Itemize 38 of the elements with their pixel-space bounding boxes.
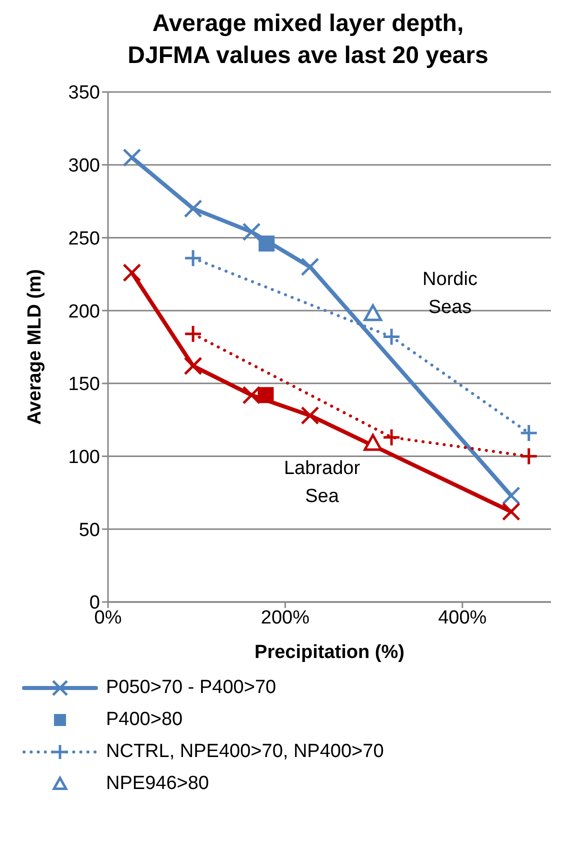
y-tick-label: 300 xyxy=(68,156,100,177)
annotation: Labrador Sea xyxy=(282,457,362,509)
point xyxy=(502,502,520,521)
point xyxy=(502,486,520,505)
legend-label: P400>80 xyxy=(106,709,183,731)
point xyxy=(242,386,261,404)
y-tick-label: 200 xyxy=(68,301,100,322)
point xyxy=(122,263,142,282)
point xyxy=(520,424,538,442)
point xyxy=(300,258,320,276)
y-tick-label: 150 xyxy=(68,374,100,396)
x-axis-title: Precipitation (%) xyxy=(254,642,404,663)
legend-label: NPE946>80 xyxy=(106,773,209,795)
y-tick-label: 250 xyxy=(68,228,100,250)
point xyxy=(382,428,401,447)
point xyxy=(184,356,202,376)
chart-title: Average mixed layer depth, DJFMA values ave last 20 years xyxy=(126,9,490,71)
point xyxy=(242,222,261,242)
point xyxy=(364,304,382,322)
point xyxy=(258,236,275,252)
point xyxy=(520,447,538,466)
y-axis-title: Average MLD (m) xyxy=(24,269,46,425)
legend-label: NCTRL, NPE400>70, NP400>70 xyxy=(106,741,384,763)
point xyxy=(122,148,142,167)
point xyxy=(184,248,202,268)
point xyxy=(184,324,202,344)
y-tick-label: 100 xyxy=(68,447,100,468)
point xyxy=(382,328,401,346)
point xyxy=(300,406,320,425)
point xyxy=(364,434,382,451)
y-tick-label: 50 xyxy=(78,520,100,541)
annotation: Nordic Seas xyxy=(422,268,478,320)
point xyxy=(184,199,202,218)
legend-label: P050>70 - P400>70 xyxy=(106,677,276,699)
y-tick-label: 350 xyxy=(68,82,100,104)
point xyxy=(258,387,274,404)
x-tick-label: 400% xyxy=(438,607,487,628)
x-tick-label: 200% xyxy=(260,607,310,628)
